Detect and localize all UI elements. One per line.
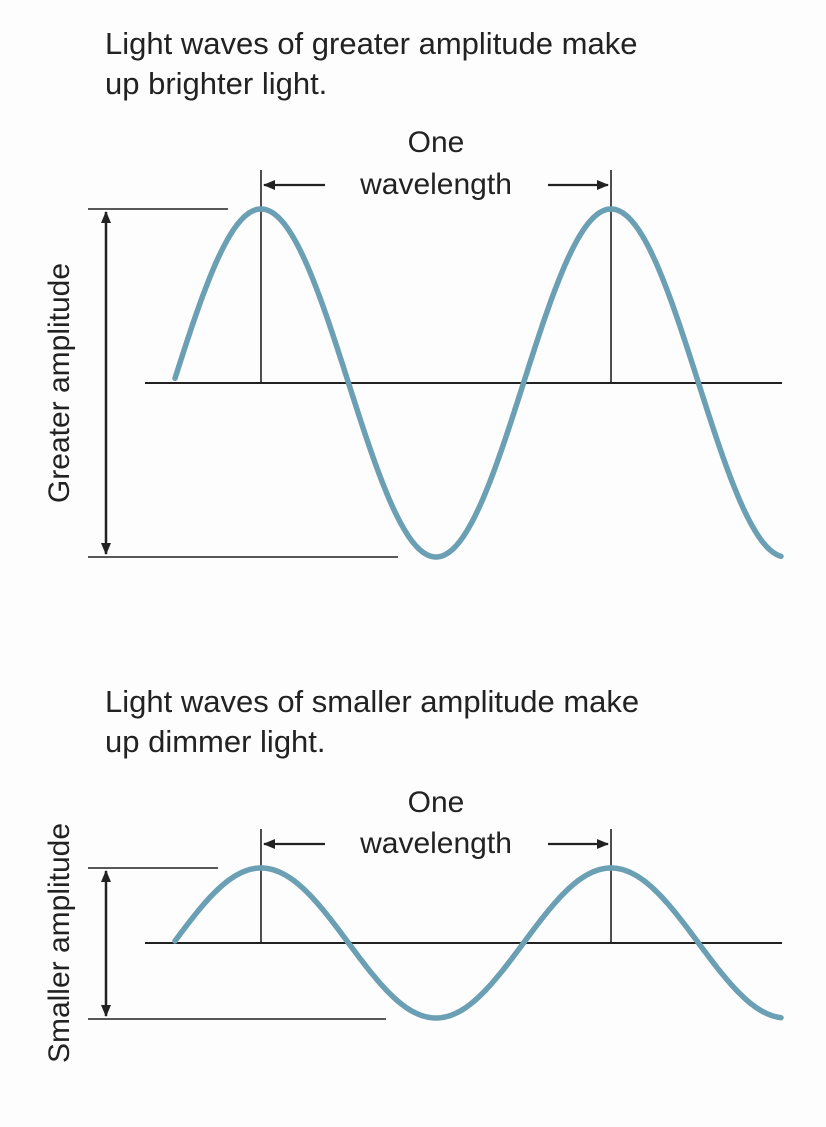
caption-line: up brighter light.	[105, 66, 328, 101]
wavelength-label-word: wavelength	[359, 168, 512, 201]
caption-line: up dimmer light.	[105, 724, 326, 759]
wavelength-label-one: One	[408, 786, 465, 819]
light-wave-greater-amplitude	[172, 206, 784, 560]
greater-amplitude-panel: One wavelength Greater amplitude	[43, 126, 784, 560]
wavelength-label-one: One	[408, 126, 465, 159]
smaller-amplitude-panel: One wavelength Smaller amplitude	[43, 786, 784, 1063]
wavelength-label-word: wavelength	[359, 827, 512, 860]
light-wave-smaller-amplitude	[172, 865, 784, 1021]
amplitude-label-greater: Greater amplitude	[43, 263, 76, 503]
amplitude-label-smaller: Smaller amplitude	[43, 823, 76, 1063]
caption-line: Light waves of smaller amplitude make	[105, 684, 640, 719]
caption-line: Light waves of greater amplitude make	[105, 26, 638, 61]
caption-smaller-amplitude: Light waves of smaller amplitude make up…	[105, 682, 639, 762]
caption-greater-amplitude: Light waves of greater amplitude make up…	[105, 24, 637, 104]
